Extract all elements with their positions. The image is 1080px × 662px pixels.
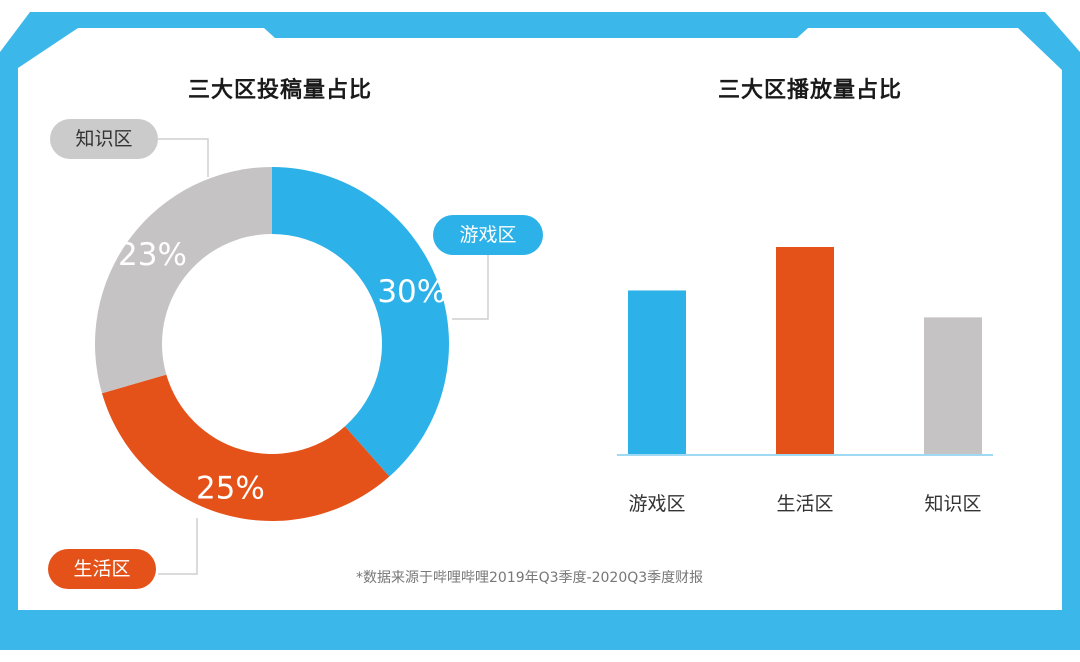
donut-slice-label-1: 25%	[196, 471, 265, 507]
donut-chart: 30% 25% 23%	[95, 167, 449, 521]
leader-line-knowledge	[158, 138, 209, 177]
donut-slice-0	[272, 167, 449, 477]
x-tick-label-2: 知识区	[924, 493, 981, 515]
leader-lines	[158, 138, 489, 575]
legend-pill-knowledge: 知识区	[50, 119, 158, 159]
bar-2	[924, 317, 982, 454]
legend-pill-life: 生活区	[48, 549, 156, 589]
leader-line-life	[158, 518, 198, 575]
x-tick-label-0: 游戏区	[628, 493, 685, 515]
pie-chart-title: 三大区投稿量占比	[188, 78, 373, 103]
donut-slice-label-0: 30%	[377, 274, 446, 310]
donut-slice-label-2: 23%	[118, 237, 187, 273]
x-tick-label-1: 生活区	[776, 493, 833, 515]
donut-slice-2	[95, 167, 273, 394]
bar-0	[628, 290, 686, 454]
bar-1	[776, 247, 834, 454]
bar-chart: 游戏区 生活区 知识区	[617, 247, 993, 515]
leader-line-game	[452, 255, 489, 320]
donut-slice-1	[101, 374, 390, 521]
source-footnote: *数据来源于哔哩哔哩2019年Q3季度-2020Q3季度财报	[356, 570, 704, 586]
legend-pill-game: 游戏区	[433, 215, 543, 255]
bar-chart-title: 三大区播放量占比	[718, 78, 903, 103]
